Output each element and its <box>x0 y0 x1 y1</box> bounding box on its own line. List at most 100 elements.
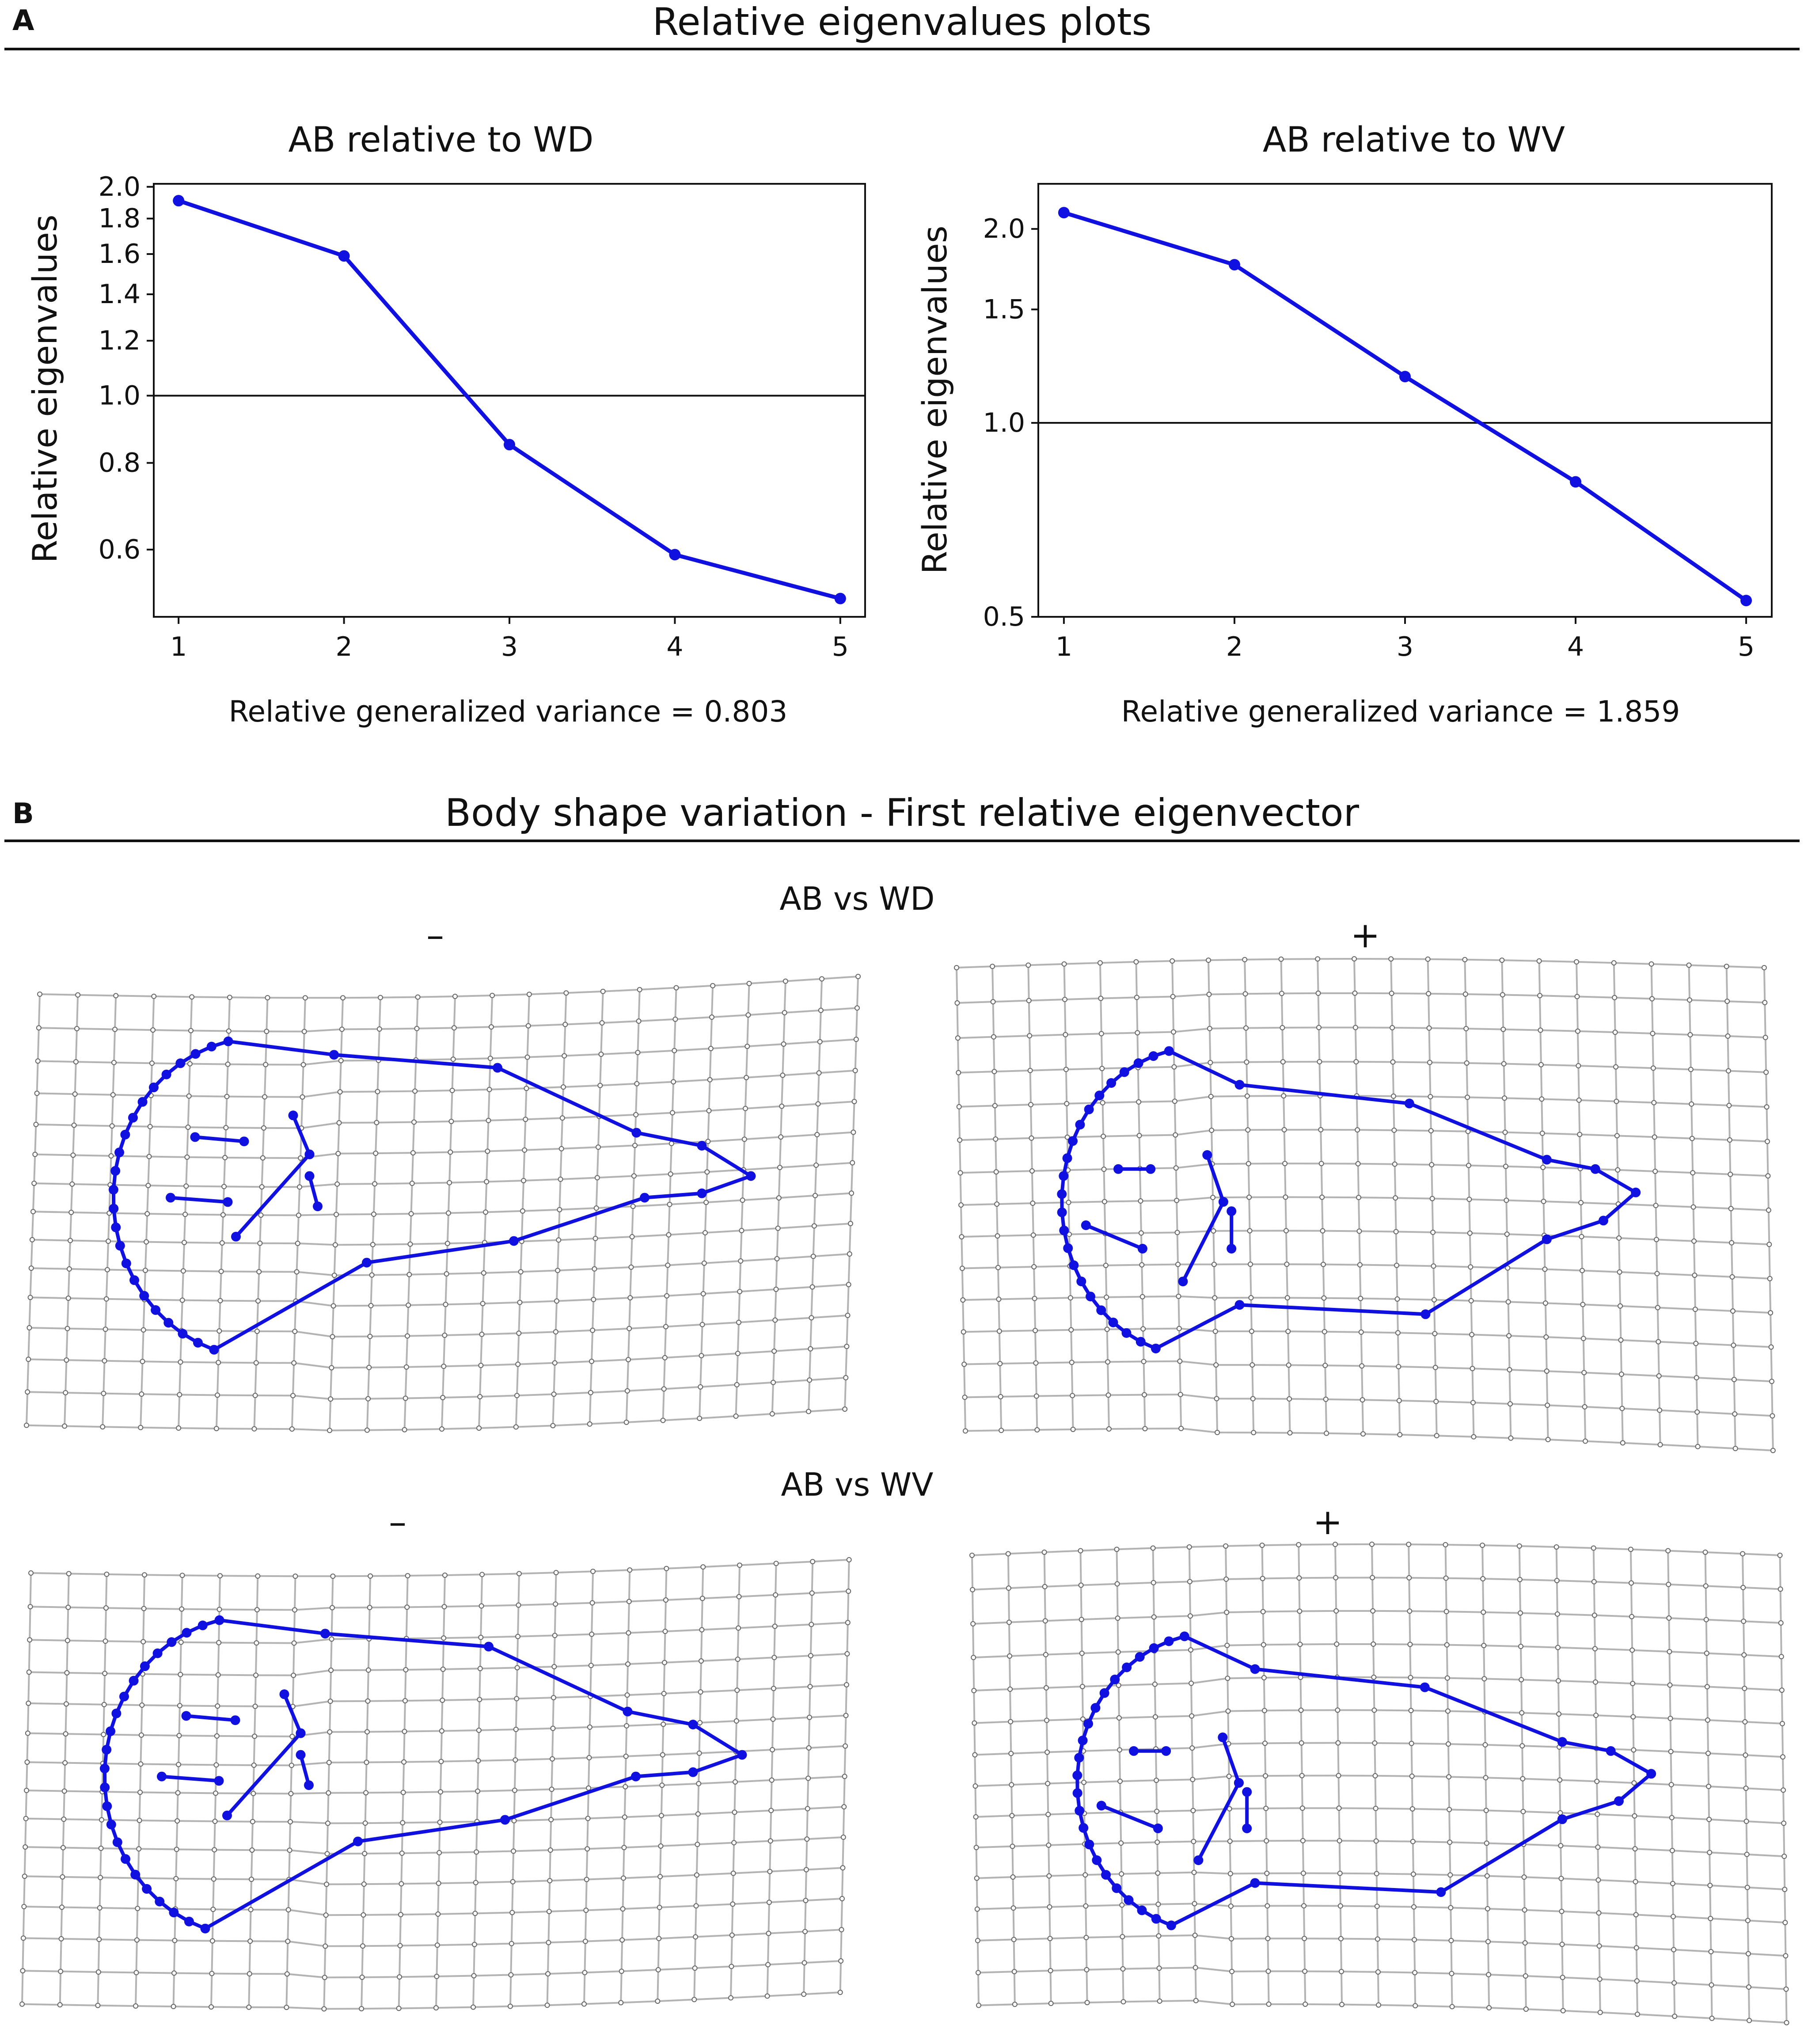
landmark <box>128 1113 138 1123</box>
grid-node <box>705 1139 711 1144</box>
grid-node <box>1176 1293 1181 1299</box>
grid-line <box>27 1377 846 1400</box>
grid-node <box>767 1869 773 1874</box>
grid-node <box>554 1298 559 1304</box>
grid-node <box>847 1251 852 1257</box>
grid-node <box>138 1761 144 1767</box>
grid-node <box>474 1849 479 1855</box>
grid-node <box>479 1331 485 1337</box>
grid-node <box>187 1061 193 1067</box>
grid-node <box>1724 964 1729 969</box>
grid-node <box>148 1093 154 1098</box>
grid-node <box>1066 1200 1071 1205</box>
landmark <box>1059 1225 1069 1235</box>
grid-node <box>774 1256 780 1261</box>
grid-node <box>26 1356 31 1362</box>
grid-line <box>64 995 79 1426</box>
grid-node <box>1388 956 1394 962</box>
grid-node <box>1654 1237 1660 1242</box>
grid-node <box>1591 1612 1597 1618</box>
grid-line <box>1464 959 1475 1437</box>
grid-node <box>840 1865 846 1871</box>
grid-node <box>558 1146 564 1151</box>
grid-line <box>1779 1555 1788 2023</box>
grid-node <box>699 1627 705 1633</box>
grid-node <box>1061 961 1067 967</box>
grid-node <box>1542 1232 1547 1238</box>
grid-node <box>1393 1229 1399 1235</box>
landmark <box>1542 1155 1552 1165</box>
grid-node <box>668 1171 673 1177</box>
grid-node <box>1732 1411 1738 1417</box>
grid-node <box>513 1757 518 1763</box>
grid-node <box>1777 1586 1783 1592</box>
grid-line <box>33 1192 852 1216</box>
grid-node <box>1300 1870 1306 1876</box>
grid-node <box>1355 1161 1361 1166</box>
grid-node <box>1212 1295 1218 1301</box>
grid-node <box>1444 1642 1450 1648</box>
grid-node <box>57 2002 63 2008</box>
grid-line <box>662 988 677 1421</box>
grid-node <box>849 1190 855 1196</box>
grid-node <box>1446 1774 1452 1780</box>
grid-node <box>553 1329 558 1335</box>
grid-node <box>665 1262 671 1268</box>
grid-node <box>401 1759 407 1765</box>
grid-node <box>1370 1608 1376 1614</box>
y-tick-label: 2.0 <box>983 213 1025 244</box>
grid-node <box>403 1364 409 1370</box>
grid-node <box>23 1816 29 1821</box>
grid-node <box>1517 1577 1523 1582</box>
grid-node <box>135 1906 141 1911</box>
grid-node <box>1545 1402 1550 1408</box>
grid-node <box>448 1149 453 1155</box>
grid-node <box>297 1184 303 1190</box>
grid-node <box>1178 1425 1184 1431</box>
grid-node <box>700 1564 706 1570</box>
grid-node <box>24 1788 29 1793</box>
grid-node <box>142 1268 148 1273</box>
grid-node <box>1249 1328 1254 1334</box>
grid-node <box>217 1573 223 1579</box>
grid-node <box>328 1396 334 1402</box>
grid-node <box>1539 1096 1545 1102</box>
panel-b-rule <box>4 840 1800 842</box>
grid-node <box>1728 1206 1734 1212</box>
landmark <box>1135 1652 1145 1662</box>
grid-node <box>991 1034 996 1040</box>
grid-node <box>550 1423 556 1429</box>
grid-node <box>587 1421 592 1427</box>
grid-node <box>364 1759 369 1765</box>
grid-node <box>62 1423 68 1429</box>
grid-node <box>1246 1194 1252 1200</box>
grid-node <box>839 1896 845 1901</box>
grid-node <box>779 1103 785 1109</box>
grid-node <box>292 1329 298 1334</box>
grid-node <box>1334 1641 1340 1647</box>
grid-node <box>1047 1936 1053 1941</box>
grid-node <box>1614 1098 1619 1104</box>
grid-node <box>135 1875 141 1881</box>
grid-node <box>442 1573 448 1578</box>
grid-line <box>29 1315 848 1338</box>
grid-node <box>72 1091 78 1097</box>
grid-node <box>216 1607 222 1612</box>
grid-node <box>840 1835 846 1840</box>
grid-node <box>1114 1581 1120 1587</box>
grid-node <box>996 1328 1002 1334</box>
grid-node <box>733 1779 738 1785</box>
grid-node <box>402 1729 407 1734</box>
grid-node <box>1507 1401 1513 1407</box>
grid-node <box>837 1990 843 1995</box>
grid-ab-wv-minus <box>19 1557 852 2012</box>
chart-1-series-line <box>178 198 841 601</box>
grid-node <box>1375 1936 1380 1942</box>
grid-line <box>583 1571 594 2004</box>
grid-node <box>746 980 752 986</box>
grid-node <box>595 1144 601 1150</box>
grid-node <box>1708 1915 1713 1921</box>
grid-node <box>1483 1808 1489 1813</box>
landmark <box>296 1728 306 1738</box>
grid-node <box>1098 1031 1104 1037</box>
